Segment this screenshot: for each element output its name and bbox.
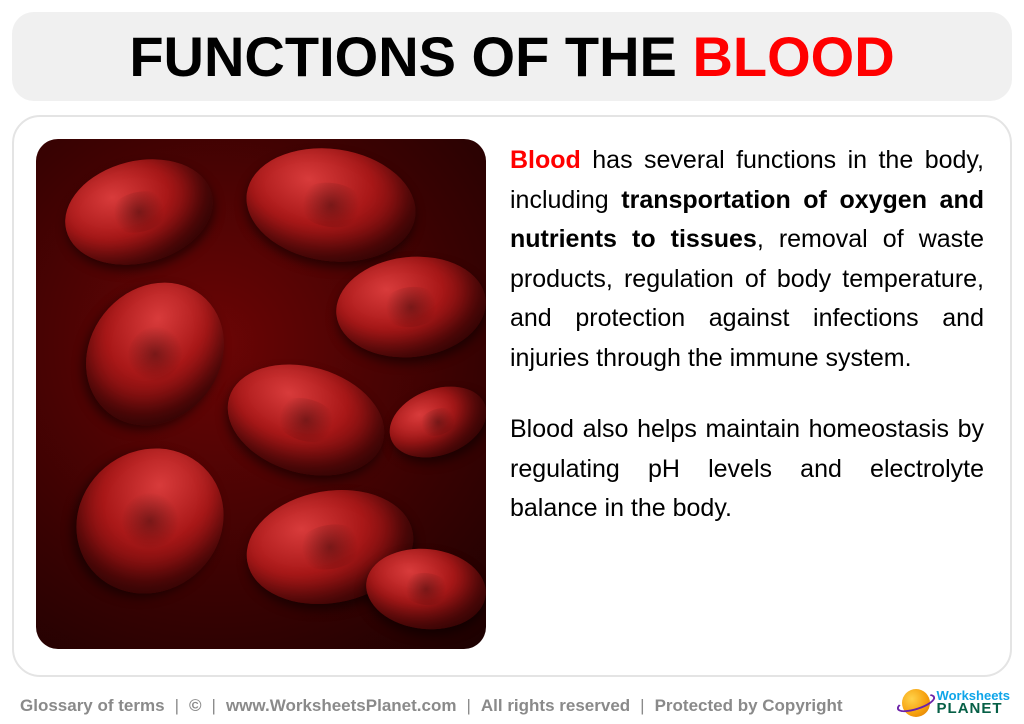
paragraph-2: Blood also helps maintain homeostasis by… xyxy=(510,410,984,529)
planet-icon xyxy=(899,686,933,720)
blood-cell-icon xyxy=(331,249,486,364)
page-title: FUNCTIONS OF THE BLOOD xyxy=(36,24,988,89)
description-text: Blood has several functions in the body,… xyxy=(510,139,984,645)
blood-cell-icon xyxy=(54,144,224,279)
footer-separator: | xyxy=(212,696,216,716)
footer-separator: | xyxy=(640,696,644,716)
blood-cell-icon xyxy=(214,347,397,493)
blood-cell-icon xyxy=(380,374,486,470)
footer-separator: | xyxy=(466,696,470,716)
logo-line-2: PLANET xyxy=(937,702,1010,716)
title-prefix: FUNCTIONS OF THE xyxy=(129,25,692,88)
footer-item: www.WorksheetsPlanet.com xyxy=(226,696,457,716)
footer-item: All rights reserved xyxy=(481,696,630,716)
blood-cell-icon xyxy=(239,139,423,272)
footer-item: Glossary of terms xyxy=(20,696,165,716)
paragraph-1: Blood has several functions in the body,… xyxy=(510,141,984,378)
content-panel: Blood has several functions in the body,… xyxy=(12,115,1012,677)
blood-cell-icon xyxy=(58,255,253,453)
blood-cells-image xyxy=(36,139,486,649)
footer-item: Protected by Copyright xyxy=(655,696,843,716)
brand-logo: Worksheets PLANET xyxy=(899,686,1010,720)
logo-text: Worksheets PLANET xyxy=(937,690,1010,717)
title-accent: BLOOD xyxy=(692,25,894,88)
blood-cell-icon xyxy=(47,419,253,624)
footer-item: © xyxy=(189,696,202,716)
lead-word: Blood xyxy=(510,146,581,174)
footer-separator: | xyxy=(175,696,179,716)
footer-bar: Glossary of terms | © | www.WorksheetsPl… xyxy=(20,696,843,716)
title-bar: FUNCTIONS OF THE BLOOD xyxy=(12,12,1012,101)
